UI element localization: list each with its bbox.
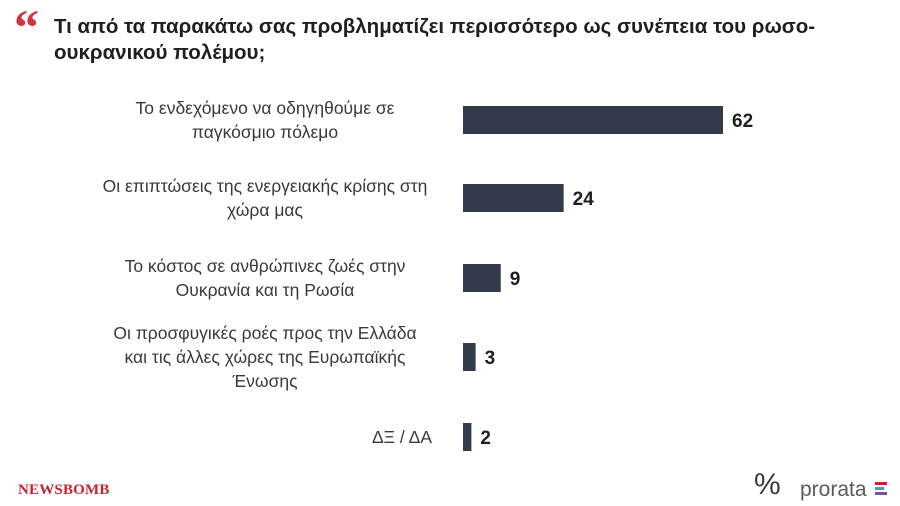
prorata-logo: prorata: [800, 478, 867, 501]
bar-chart: 62 Το ενδεχόμενο να οδηγηθούμε σε παγκόσμι…: [103, 98, 753, 451]
bar-3: [463, 264, 501, 292]
prorata-mark-icon: [875, 482, 889, 498]
bar-2: [463, 184, 564, 212]
bar-5: [463, 423, 472, 451]
category-label-2: Οι επιπτώσεις της ενεργειακής κρίσης στη…: [103, 176, 428, 220]
bar-4: [463, 343, 476, 371]
value-label-2: 24: [573, 189, 595, 210]
category-label-3: Το κόστος σε ανθρώπινες ζωές στην Ουκρανί…: [125, 256, 406, 300]
value-label-4: 3: [485, 348, 496, 369]
chart-title: Τι από τα παρακάτω σας προβληματίζει περ…: [54, 15, 816, 64]
newsbomb-logo: NEWSBOMB: [18, 482, 110, 498]
value-label-5: 2: [480, 428, 491, 449]
quote-mark-icon: “: [14, 0, 39, 55]
percent-logo-icon: %: [754, 468, 781, 501]
value-label-3: 9: [510, 269, 521, 290]
category-label-4: Οι προσφυγικές ροές προς την Ελλάδα και τ…: [113, 323, 416, 391]
value-label-1: 62: [732, 111, 753, 132]
category-label-1: Το ενδεχόμενο να οδηγηθούμε σε παγκόσμιο …: [136, 98, 395, 142]
bar-1: [463, 106, 723, 134]
category-label-5: ΔΞ / ΔΑ: [372, 427, 432, 447]
